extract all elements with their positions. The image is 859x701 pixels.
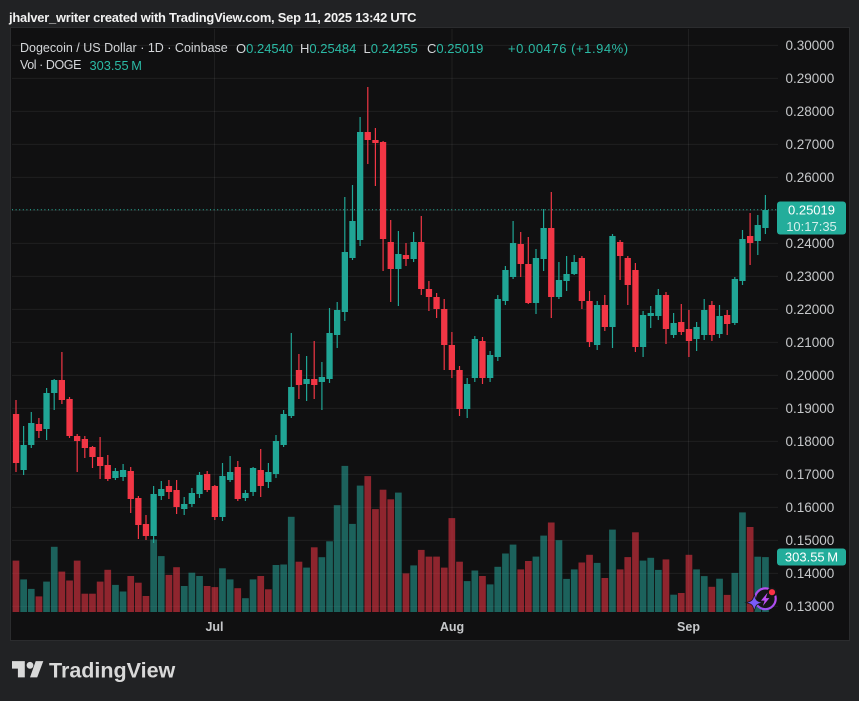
svg-text:0.21000: 0.21000 (786, 335, 835, 350)
svg-text:Sep: Sep (677, 620, 700, 634)
svg-text:0.30000: 0.30000 (786, 38, 835, 53)
svg-text:0.15000: 0.15000 (786, 533, 835, 548)
svg-text:0.23000: 0.23000 (786, 269, 835, 284)
svg-text:0.14000: 0.14000 (786, 566, 835, 581)
svg-text:0.22000: 0.22000 (786, 302, 835, 317)
svg-text:0.20000: 0.20000 (786, 368, 835, 383)
svg-text:0.18000: 0.18000 (786, 434, 835, 449)
svg-text:0.24000: 0.24000 (786, 236, 835, 251)
svg-text:0.28000: 0.28000 (786, 104, 835, 119)
svg-text:0.29000: 0.29000 (786, 71, 835, 86)
svg-text:Aug: Aug (440, 620, 464, 634)
svg-text:10:17:35: 10:17:35 (786, 219, 837, 234)
svg-text:0.17000: 0.17000 (786, 467, 835, 482)
svg-text:Jul: Jul (205, 620, 223, 634)
svg-text:0.26000: 0.26000 (786, 170, 835, 185)
svg-text:TradingView: TradingView (49, 659, 176, 683)
svg-text:0.27000: 0.27000 (786, 137, 835, 152)
svg-text:0.25019: 0.25019 (788, 202, 835, 217)
svg-text:0.16000: 0.16000 (786, 500, 835, 515)
svg-text:303.55 M: 303.55 M (785, 549, 838, 564)
svg-text:0.19000: 0.19000 (786, 401, 835, 416)
svg-text:0.13000: 0.13000 (786, 599, 835, 614)
